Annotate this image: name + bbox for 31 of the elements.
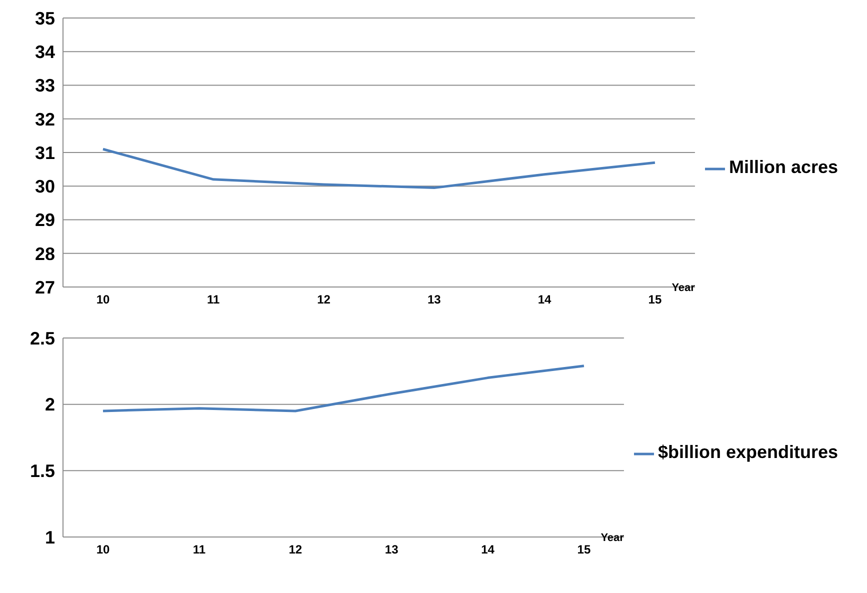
y-tick-label: 33 [34, 76, 55, 96]
y-tick-label: 31 [34, 142, 55, 163]
y-tick-label: 27 [34, 277, 55, 298]
x-tick-label: 13 [427, 292, 442, 307]
x-tick-label: 11 [192, 542, 206, 557]
line-series [102, 364, 586, 412]
x-tick-label: 13 [384, 542, 399, 557]
y-tick-label: 32 [34, 109, 55, 130]
x-tick-label: 10 [96, 292, 110, 307]
y-tick-label: 29 [34, 210, 55, 230]
x-tick-label: 15 [648, 292, 662, 307]
y-tick-label: 30 [34, 176, 55, 197]
x-tick-label: 12 [288, 542, 302, 557]
y-tick-label: 1 [44, 527, 55, 548]
y-tick-label: 2.5 [30, 328, 55, 348]
x-tick-label: 14 [481, 542, 495, 557]
line-series [102, 148, 656, 190]
y-tick-label: 1.5 [30, 461, 55, 482]
legend-label: $billion expenditures [658, 442, 838, 462]
x-tick-label: 14 [538, 292, 552, 307]
x-tick-label: 12 [317, 292, 331, 307]
x-tick-label: 11 [207, 292, 220, 307]
y-tick-label: 34 [34, 42, 55, 62]
y-tick-label: 28 [34, 244, 55, 264]
legend-label: Million acres [728, 157, 838, 178]
x-tick-label: 15 [577, 542, 591, 557]
x-axis-title: Year [600, 532, 625, 544]
y-tick-label: 2 [44, 394, 55, 415]
x-axis-title: Year [672, 282, 696, 294]
y-tick-label: 35 [34, 8, 55, 28]
x-tick-label: 10 [96, 542, 110, 557]
